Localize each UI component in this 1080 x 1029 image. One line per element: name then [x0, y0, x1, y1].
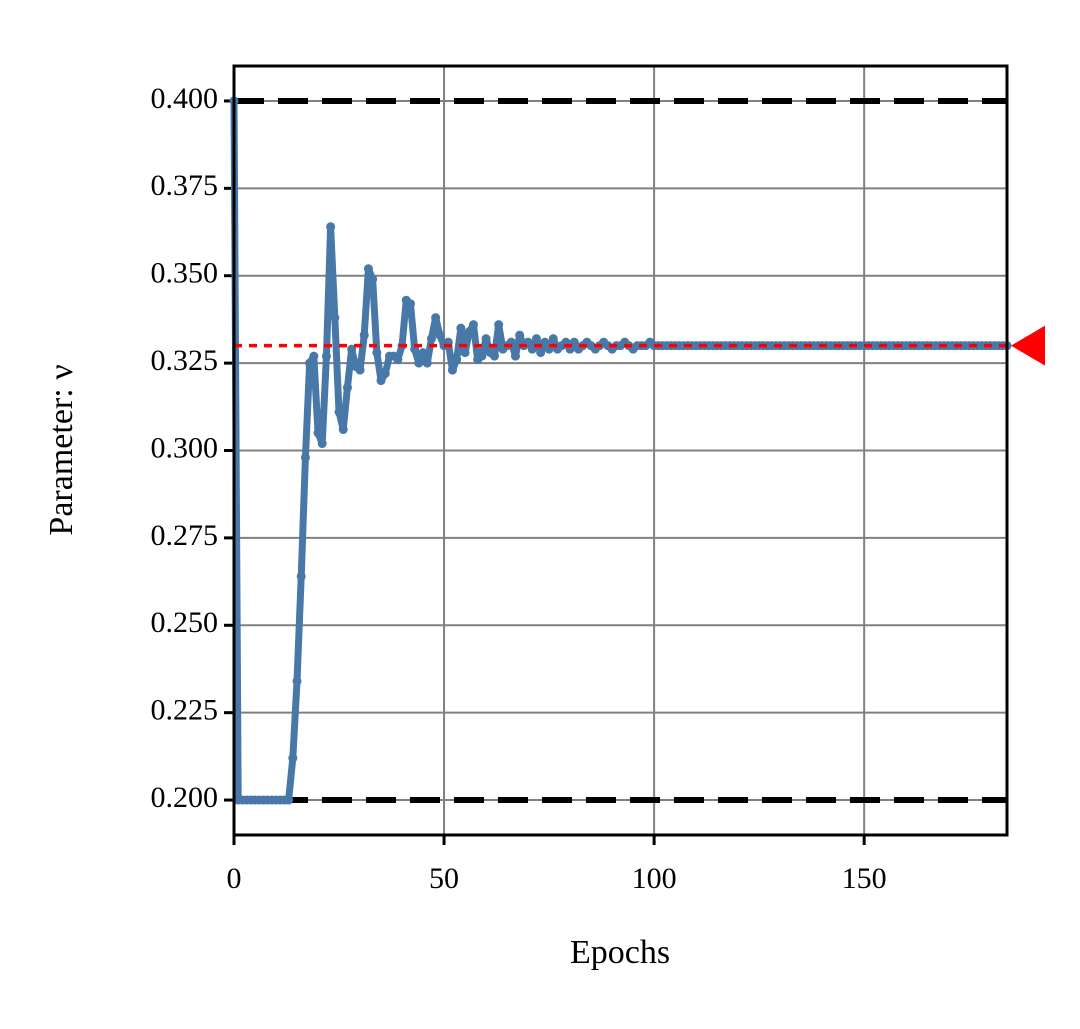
y-tick-label: 0.375 — [151, 169, 219, 202]
data-point — [569, 337, 579, 347]
data-point — [305, 358, 315, 368]
y-tick-label: 0.400 — [151, 82, 219, 115]
data-point — [489, 351, 499, 361]
data-point — [540, 337, 550, 347]
y-axis-label: Parameter: ν — [43, 364, 80, 535]
y-tick-label: 0.325 — [151, 344, 219, 377]
data-point — [376, 376, 386, 386]
data-point — [326, 222, 336, 232]
data-point — [342, 383, 352, 393]
data-point — [368, 274, 378, 284]
data-point — [548, 334, 558, 344]
data-point — [330, 313, 340, 323]
data-point — [452, 355, 462, 365]
data-point — [510, 351, 520, 361]
data-point — [393, 355, 403, 365]
y-tick-label: 0.250 — [151, 606, 219, 639]
data-point — [405, 299, 415, 309]
y-tick-label: 0.350 — [151, 257, 219, 290]
data-point — [464, 327, 474, 337]
data-point — [414, 358, 424, 368]
data-point — [296, 571, 306, 581]
data-point — [334, 407, 344, 417]
data-point — [460, 348, 470, 358]
data-point — [355, 365, 365, 375]
data-point — [426, 334, 436, 344]
x-tick-label: 0 — [227, 862, 242, 895]
x-tick-label: 100 — [632, 862, 677, 895]
data-point — [515, 330, 525, 340]
data-point — [317, 439, 327, 449]
data-point — [435, 330, 445, 340]
x-tick-label: 50 — [429, 862, 459, 895]
x-axis-label: Epochs — [570, 934, 670, 971]
data-point — [372, 348, 382, 358]
data-point — [363, 264, 373, 274]
y-tick-label: 0.300 — [151, 431, 219, 464]
y-tick-label: 0.200 — [151, 781, 219, 814]
data-point — [292, 676, 302, 686]
x-tick-label: 150 — [842, 862, 887, 895]
y-tick-label: 0.275 — [151, 519, 219, 552]
data-point — [300, 452, 310, 462]
data-point — [481, 334, 491, 344]
data-point — [380, 369, 390, 379]
data-point — [456, 323, 466, 333]
data-point — [284, 795, 294, 805]
data-point — [536, 348, 546, 358]
data-point — [494, 320, 504, 330]
data-point — [309, 351, 319, 361]
data-point — [347, 344, 357, 354]
y-tick-label: 0.225 — [151, 694, 219, 727]
data-point — [321, 351, 331, 361]
data-point — [447, 365, 457, 375]
data-point — [477, 351, 487, 361]
data-point — [313, 428, 323, 438]
data-point — [288, 753, 298, 763]
data-point — [468, 320, 478, 330]
data-point — [359, 330, 369, 340]
data-point — [338, 425, 348, 435]
data-point — [418, 348, 428, 358]
data-point — [422, 358, 432, 368]
data-point — [531, 334, 541, 344]
target-marker — [1011, 325, 1045, 366]
plot-frame — [232, 64, 1009, 837]
data-point — [431, 313, 441, 323]
